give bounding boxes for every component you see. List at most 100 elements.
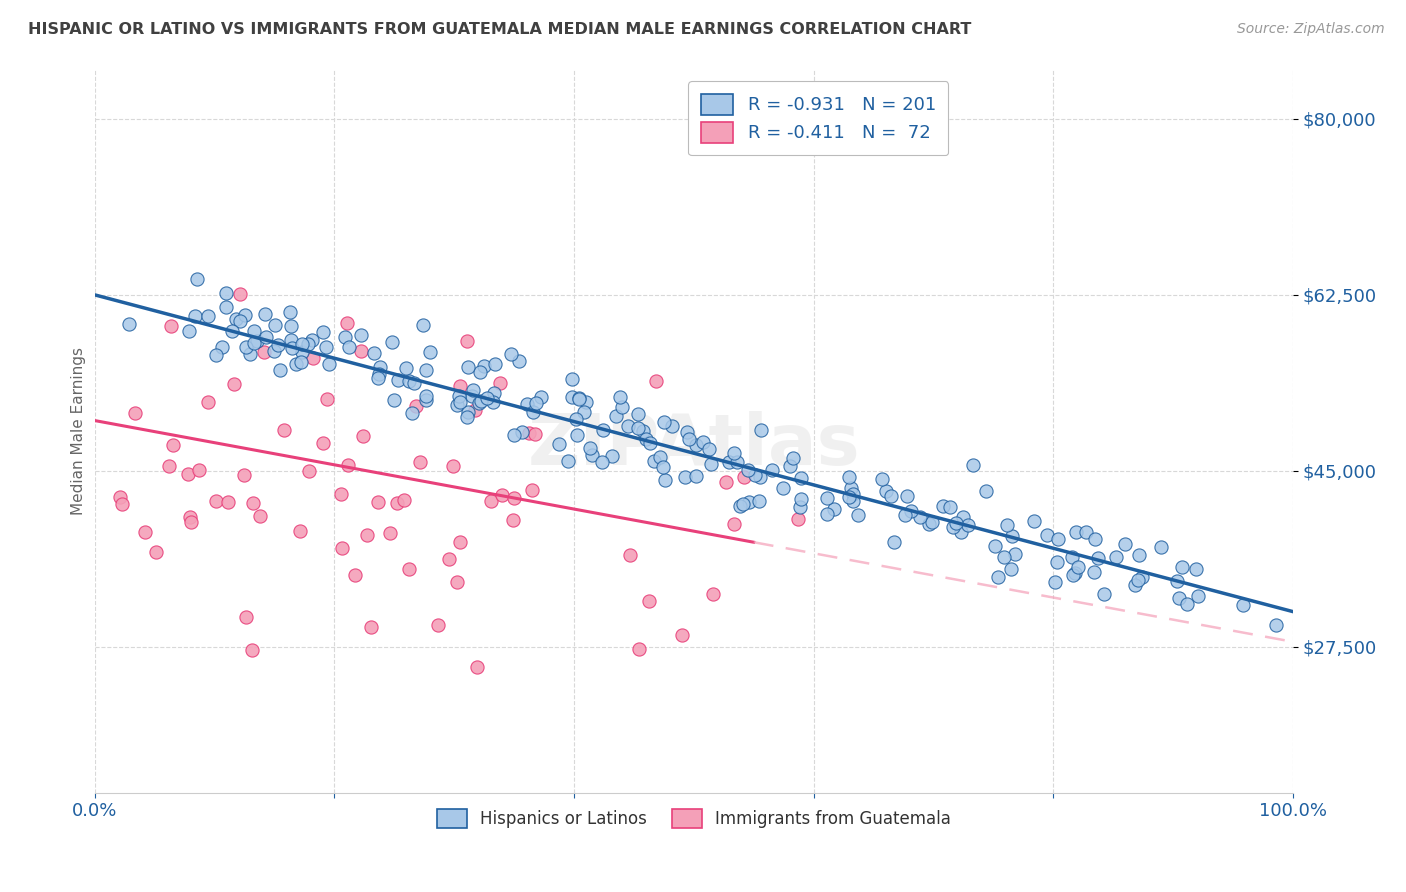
Point [790,471,813,485]
Point [823,502,845,516]
Point [1094,587,1116,601]
Point [159,318,181,333]
Point [197,309,219,323]
Point [395,361,418,376]
Point [880,489,903,503]
Point [233,467,256,482]
Point [640,436,662,450]
Point [631,424,654,438]
Point [692,435,714,450]
Legend: Hispanics or Latinos, Immigrants from Guatemala: Hispanics or Latinos, Immigrants from Gu… [430,803,957,835]
Point [609,390,631,404]
Point [572,405,595,419]
Point [461,389,484,403]
Point [838,490,860,504]
Point [921,515,943,529]
Point [288,524,311,539]
Point [949,525,972,540]
Point [245,334,267,348]
Point [273,423,295,437]
Point [561,371,583,385]
Point [617,419,640,434]
Point [330,541,353,555]
Point [301,333,323,347]
Point [278,305,301,319]
Point [733,470,755,484]
Point [363,346,385,360]
Point [381,334,404,349]
Point [846,508,869,522]
Point [267,338,290,352]
Point [481,395,503,409]
Point [437,551,460,566]
Point [1232,598,1254,612]
Point [217,495,239,509]
Point [350,328,373,343]
Point [499,347,522,361]
Point [517,426,540,441]
Point [1166,574,1188,588]
Point [1001,529,1024,543]
Point [291,345,314,359]
Point [1045,574,1067,589]
Point [643,454,665,468]
Point [316,392,339,407]
Point [291,336,314,351]
Point [723,445,745,459]
Point [612,400,634,414]
Point [446,575,468,590]
Point [619,549,641,563]
Point [942,520,965,534]
Point [145,545,167,559]
Point [253,307,276,321]
Point [524,426,547,441]
Point [360,620,382,634]
Point [1128,548,1150,562]
Point [205,494,228,508]
Point [243,324,266,338]
Point [685,437,707,451]
Point [229,314,252,328]
Point [280,318,302,333]
Point [356,527,378,541]
Point [330,487,353,501]
Point [591,455,613,469]
Point [626,407,648,421]
Point [524,396,547,410]
Point [298,464,321,478]
Point [479,494,502,508]
Point [789,492,811,507]
Point [392,493,415,508]
Point [235,610,257,624]
Point [733,497,755,511]
Point [1074,524,1097,539]
Point [290,355,312,369]
Point [1083,565,1105,579]
Point [842,487,865,501]
Point [484,357,506,371]
Point [263,343,285,358]
Point [627,421,650,435]
Point [1170,560,1192,574]
Point [1064,524,1087,539]
Point [263,318,285,332]
Point [896,489,918,503]
Point [883,535,905,549]
Point [337,340,360,354]
Point [634,433,657,447]
Point [367,371,389,385]
Point [111,497,134,511]
Point [134,525,156,540]
Point [938,500,960,514]
Point [627,641,650,656]
Point [398,374,420,388]
Point [468,396,491,410]
Point [180,516,202,530]
Point [638,594,661,608]
Point [945,516,967,530]
Point [368,360,391,375]
Point [1036,528,1059,542]
Point [579,441,602,455]
Point [489,376,512,391]
Point [561,390,583,404]
